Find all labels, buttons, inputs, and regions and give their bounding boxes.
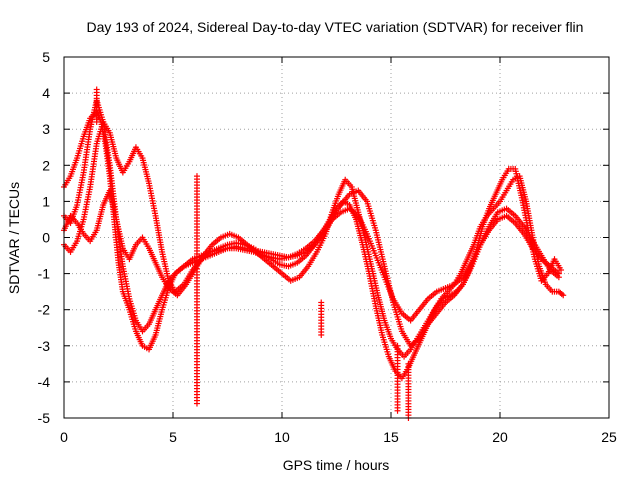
x-tick-label: 20 xyxy=(492,429,508,445)
data-point xyxy=(394,342,401,349)
data-markers xyxy=(61,86,567,421)
x-axis-label: GPS time / hours xyxy=(283,457,390,473)
y-tick-label: -3 xyxy=(38,338,51,354)
data-point xyxy=(558,266,565,273)
data-point xyxy=(93,86,100,93)
series-sat-d xyxy=(61,187,562,335)
spike xyxy=(318,299,325,338)
chart-title: Day 193 of 2024, Sidereal Day-to-day VTE… xyxy=(87,19,584,35)
y-tick-label: 4 xyxy=(42,85,50,101)
y-tick-label: 1 xyxy=(42,193,50,209)
spike xyxy=(394,342,401,414)
y-tick-label: -1 xyxy=(38,266,51,282)
y-tick-label: 2 xyxy=(42,157,50,173)
data-point xyxy=(555,270,562,277)
y-tick-label: 5 xyxy=(42,49,50,65)
y-tick-label: -2 xyxy=(38,302,51,318)
data-point xyxy=(560,292,567,299)
data-point xyxy=(193,173,200,180)
x-tick-label: 10 xyxy=(274,429,290,445)
y-axis-label: SDTVAR / TECUs xyxy=(6,182,22,294)
y-tick-label: -4 xyxy=(38,374,51,390)
x-tick-label: 0 xyxy=(60,429,68,445)
x-tick-label: 15 xyxy=(383,429,399,445)
plot-frame xyxy=(63,56,610,419)
x-tick-label: 5 xyxy=(169,429,177,445)
y-tick-label: 0 xyxy=(42,230,50,246)
data-point xyxy=(405,360,412,367)
x-tick-label: 25 xyxy=(601,429,617,445)
data-point xyxy=(318,299,325,306)
y-tick-label: -5 xyxy=(38,410,51,426)
spike xyxy=(93,86,100,125)
spike xyxy=(193,173,200,407)
y-tick-label: 3 xyxy=(42,121,50,137)
spike xyxy=(405,360,412,421)
